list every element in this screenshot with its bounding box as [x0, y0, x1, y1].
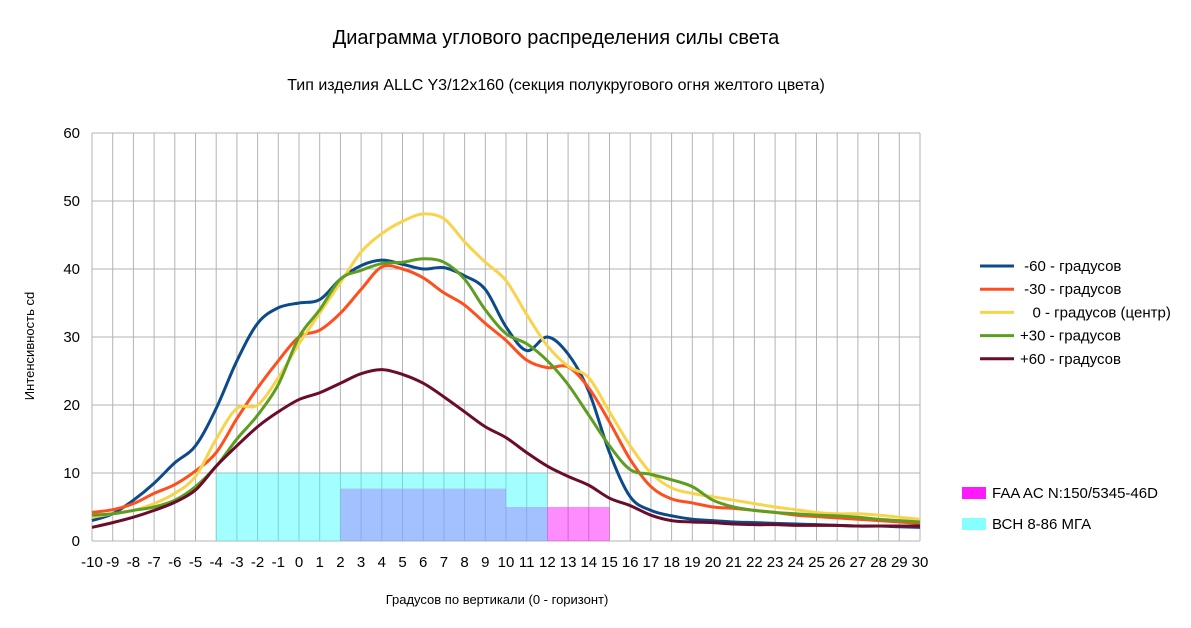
chart-title: Диаграмма углового распределения силы св…: [333, 27, 780, 49]
x-axis-label: Градусов по вертикали (0 - горизонт): [386, 592, 609, 607]
region-bar: [506, 507, 610, 541]
regions: [216, 473, 610, 541]
region-legend-swatch: [962, 487, 986, 499]
x-tick-label: -9: [106, 554, 119, 571]
x-tick-label: -5: [189, 554, 202, 571]
x-tick-label: -4: [210, 554, 223, 571]
y-axis-label: Интенсивность cd: [22, 292, 37, 400]
y-tick-label: 0: [72, 533, 80, 550]
x-tick-label: 12: [539, 554, 556, 571]
y-tick-label: 50: [63, 193, 80, 210]
x-tick-label: 30: [912, 554, 929, 571]
x-tick-label: -8: [127, 554, 140, 571]
region-bar: [340, 488, 506, 541]
legend-label: -60 - градусов: [1020, 258, 1121, 275]
x-tick-label: 23: [767, 554, 784, 571]
x-tick-label: 24: [787, 554, 804, 571]
x-tick-labels: -10 -9 -8 -7 -6 -5 -4 -3 -2 -1 0 1 2 3 4 5 6 7 8 9 10 11 12 13 1…: [81, 554, 928, 571]
legend-label: -30 - градусов: [1020, 281, 1121, 298]
region-legend-label: ВСН 8-86 МГА: [992, 516, 1091, 533]
x-tick-label: 4: [378, 554, 386, 571]
x-tick-label: -2: [251, 554, 264, 571]
x-tick-label: 17: [643, 554, 660, 571]
y-tick-labels: 0 10 20 30 40 50 60: [63, 125, 80, 550]
x-tick-label: 27: [850, 554, 867, 571]
x-tick-label: 6: [419, 554, 427, 571]
x-tick-label: 2: [336, 554, 344, 571]
x-tick-label: 5: [398, 554, 406, 571]
x-tick-label: 26: [829, 554, 846, 571]
series-line-4: [91, 368, 920, 529]
x-tick-label: 29: [891, 554, 908, 571]
series-lines: [91, 212, 921, 529]
legend-label: +30 - градусов: [1020, 328, 1121, 345]
x-tick-label: -6: [168, 554, 181, 571]
series-line-3: [91, 257, 921, 524]
legend-label: +60 - градусов: [1020, 351, 1121, 368]
legend: -60 - градусов -30 - градусов 0 - градус…: [980, 258, 1171, 368]
region-bar: [216, 473, 548, 541]
x-tick-label: 11: [519, 554, 535, 571]
y-tick-label: 40: [63, 261, 80, 278]
y-tick-label: 10: [63, 465, 80, 482]
x-tick-label: 22: [746, 554, 763, 571]
x-tick-label: 28: [870, 554, 887, 571]
y-tick-label: 30: [63, 329, 80, 346]
x-tick-label: 15: [601, 554, 618, 571]
x-tick-label: 3: [357, 554, 365, 571]
x-tick-label: -7: [147, 554, 160, 571]
x-tick-label: 16: [622, 554, 639, 571]
x-tick-label: 10: [498, 554, 515, 571]
x-tick-label: 21: [725, 554, 742, 571]
x-tick-label: -10: [81, 554, 103, 571]
region-legend-swatch: [962, 518, 986, 530]
x-tick-label: 0: [295, 554, 303, 571]
grid: [91, 132, 921, 542]
x-tick-label: 8: [460, 554, 468, 571]
region-legend-label: FAA AC N:150/5345-46D: [992, 485, 1158, 502]
x-tick-label: 7: [440, 554, 448, 571]
x-tick-label: 19: [684, 554, 701, 571]
x-tick-label: 13: [560, 554, 577, 571]
region-legend: FAA AC N:150/5345-46D ВСН 8-86 МГА: [962, 485, 1158, 533]
x-tick-label: 9: [481, 554, 489, 571]
legend-label: 0 - градусов (центр): [1020, 304, 1171, 321]
x-tick-label: -3: [230, 554, 243, 571]
x-tick-label: 1: [316, 554, 324, 571]
x-tick-label: 18: [663, 554, 680, 571]
x-tick-label: 25: [808, 554, 825, 571]
series-line-2: [91, 212, 921, 521]
x-tick-label: 20: [705, 554, 722, 571]
x-tick-label: -1: [272, 554, 285, 571]
chart-subtitle: Тип изделия ALLC Y3/12x160 (секция полук…: [287, 77, 825, 94]
x-tick-label: 14: [580, 554, 597, 571]
y-tick-label: 60: [63, 125, 80, 142]
y-tick-label: 20: [63, 397, 80, 414]
